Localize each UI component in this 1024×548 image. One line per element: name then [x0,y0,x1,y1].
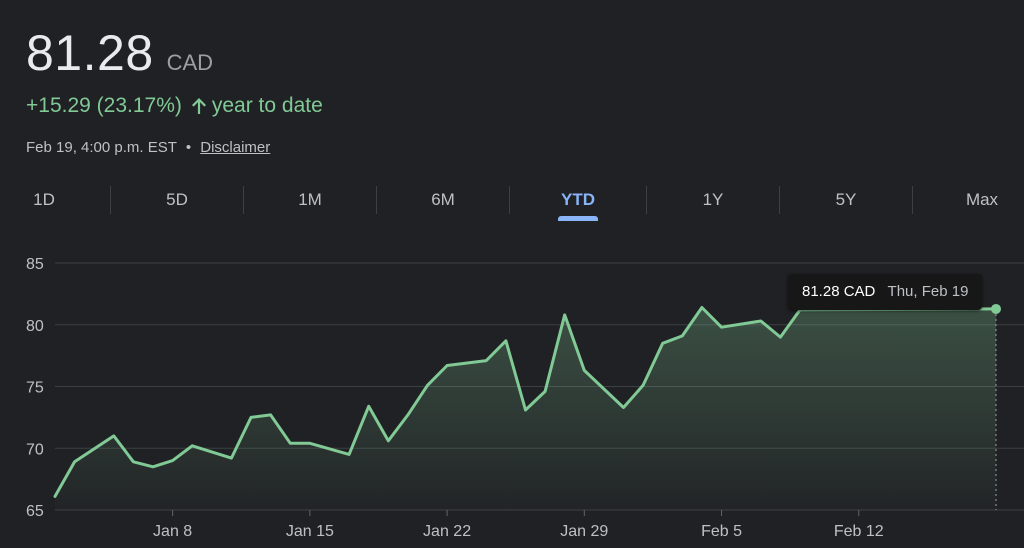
hover-point [991,303,1001,314]
tab-divider [110,186,111,214]
currency-code: CAD [166,50,214,75]
tooltip-date: Thu, Feb 19 [887,283,969,300]
price-header: 81.28 CAD [26,24,213,82]
range-tab-6m[interactable]: 6M [431,190,455,209]
arrow-up-icon [191,98,206,114]
period-label: year to date [211,94,323,117]
range-tab-5d[interactable]: 5D [166,190,188,209]
y-tick-label: 70 [26,441,44,458]
x-tick-label: Feb 5 [701,523,742,540]
tooltip-price: 81.28 CAD [802,283,876,300]
x-tick-label: Jan 8 [153,523,192,540]
tab-divider [646,186,647,214]
range-tab-5y[interactable]: 5Y [835,190,857,209]
y-tick-label: 65 [26,503,44,520]
x-tick-label: Jan 29 [560,523,608,540]
price-chart[interactable]: 65 70 75 80 85 Jan 8 Jan 15 Jan 22 Jan 29 Feb 5 Fe… [0,240,1024,548]
range-tab-1m[interactable]: 1M [298,190,322,209]
range-tab-max[interactable]: Max [965,190,999,209]
current-price: 81.28 [26,25,154,81]
range-tab-1y[interactable]: 1Y [702,190,724,209]
chart-tooltip: 81.28 CAD Thu, Feb 19 [788,274,983,310]
price-area [55,307,996,510]
x-tick-label: Jan 15 [286,523,334,540]
range-tab-ytd[interactable]: YTD [561,190,595,209]
price-change: +15.29 (23.17%) year to date [26,94,323,118]
tab-divider [779,186,780,214]
active-tab-indicator [558,216,598,221]
range-tabs: 1D 5D 1M 6M YTD 1Y 5Y Max [0,182,1024,222]
quote-timestamp: Feb 19, 4:00 p.m. EST [26,139,177,156]
range-tab-1d[interactable]: 1D [33,190,55,209]
tab-divider [912,186,913,214]
change-value: +15.29 (23.17%) [26,94,182,117]
tab-divider [243,186,244,214]
quote-meta: Feb 19, 4:00 p.m. EST • Disclaimer [26,139,270,156]
x-tick-label: Feb 12 [834,523,884,540]
meta-separator: • [185,139,192,156]
y-tick-label: 85 [26,256,44,273]
disclaimer-link[interactable]: Disclaimer [200,139,271,156]
tab-divider [376,186,377,214]
tab-divider [509,186,510,214]
y-tick-label: 80 [26,318,44,335]
x-tick-label: Jan 22 [423,523,471,540]
price-line [53,306,998,498]
y-tick-label: 75 [26,380,44,397]
